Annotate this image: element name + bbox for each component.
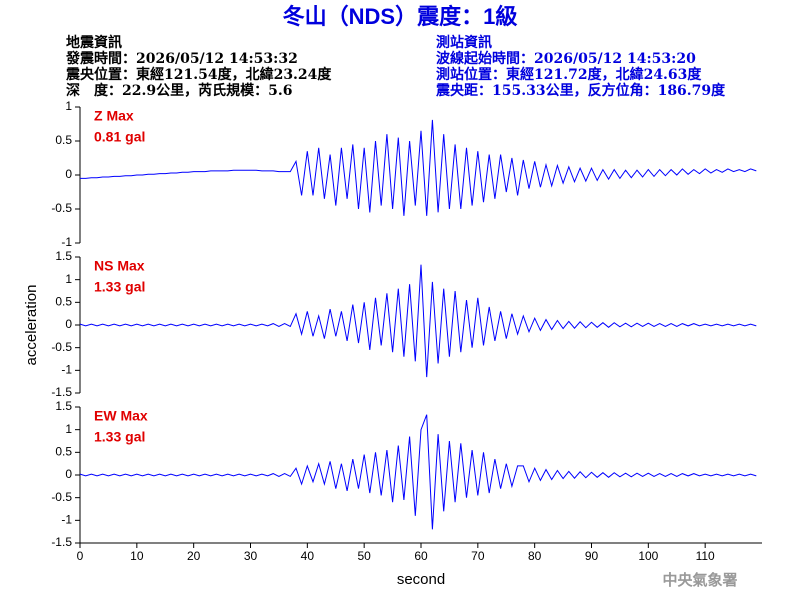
y-tick-label: -1 xyxy=(61,235,72,249)
y-tick-label: -1 xyxy=(61,513,72,527)
x-tick-label: 20 xyxy=(187,549,201,563)
x-tick-label: 50 xyxy=(357,549,371,563)
annotation: EW Max xyxy=(94,408,148,424)
y-tick-label: 0 xyxy=(65,317,72,331)
x-tick-label: 0 xyxy=(77,549,84,563)
y-tick-label: -1.5 xyxy=(51,535,72,549)
y-tick-label: 1 xyxy=(65,99,72,113)
station-info: 測站位置：東經121.72度，北緯24.63度 xyxy=(436,66,702,83)
annotation: 1.33 gal xyxy=(94,429,145,445)
x-tick-label: 100 xyxy=(638,549,658,563)
event-info: 地震資訊 xyxy=(66,34,122,51)
event-info: 發震時間：2026/05/12 14:53:32 xyxy=(65,50,298,67)
y-tick-label: 0.5 xyxy=(55,133,72,147)
y-tick-label: -0.5 xyxy=(51,201,72,215)
y-tick-label: 1.5 xyxy=(55,399,72,413)
station-info: 波線起始時間：2026/05/12 14:53:20 xyxy=(436,50,696,67)
y-tick-label: 1 xyxy=(65,422,72,436)
station-info: 測站資訊 xyxy=(436,34,492,51)
y-tick-label: 0.5 xyxy=(55,295,72,309)
annotation: 0.81 gal xyxy=(94,129,145,145)
y-tick-label: 0 xyxy=(65,167,72,181)
x-tick-label: 10 xyxy=(130,549,144,563)
event-info: 震央位置：東經121.54度，北緯23.24度 xyxy=(65,66,332,83)
y-tick-label: 1.5 xyxy=(55,249,72,263)
y-tick-label: -0.5 xyxy=(51,340,72,354)
waveform xyxy=(79,264,757,378)
x-tick-label: 80 xyxy=(528,549,542,563)
x-tick-label: 40 xyxy=(301,549,315,563)
waveform xyxy=(80,119,757,216)
waveform xyxy=(79,414,757,530)
chart-title: 冬山（NDS）震度：1級 xyxy=(283,4,518,29)
station-info: 震央距：155.33公里，反方位角：186.79度 xyxy=(435,82,726,99)
event-info: 深 度：22.9公里，芮氏規模：5.6 xyxy=(66,82,292,99)
x-tick-label: 90 xyxy=(585,549,599,563)
y-axis-label: acceleration xyxy=(23,285,40,366)
x-tick-label: 30 xyxy=(244,549,258,563)
y-tick-label: 0.5 xyxy=(55,445,72,459)
y-tick-label: 1 xyxy=(65,272,72,286)
x-tick-label: 60 xyxy=(414,549,428,563)
y-tick-label: -1.5 xyxy=(51,385,72,399)
x-axis-label: second xyxy=(397,571,445,588)
y-tick-label: 0 xyxy=(65,467,72,481)
credit: 中央氣象署 xyxy=(662,571,737,589)
x-tick-label: 70 xyxy=(471,549,485,563)
annotation: 1.33 gal xyxy=(94,279,145,295)
y-tick-label: -0.5 xyxy=(51,490,72,504)
annotation: Z Max xyxy=(94,108,134,124)
x-tick-label: 110 xyxy=(696,549,715,563)
annotation: NS Max xyxy=(94,258,145,274)
y-tick-label: -1 xyxy=(61,363,72,377)
